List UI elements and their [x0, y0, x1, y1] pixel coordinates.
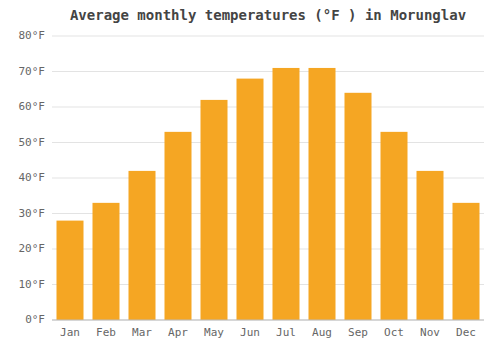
grid-line — [52, 320, 484, 321]
bar — [273, 68, 300, 320]
bar — [381, 132, 408, 320]
x-tick-label: Jul — [276, 326, 296, 339]
x-tick-label: Aug — [312, 326, 332, 339]
x-tick-label: Sep — [348, 326, 368, 339]
bar — [57, 221, 84, 320]
x-tick-label: Dec — [456, 326, 476, 339]
bar — [417, 171, 444, 320]
chart-container: 0°F 10°F 20°F 30°F 40°F 50°F 60°F 70°F 80°F Jan Fe… — [0, 0, 500, 350]
y-tick-label: 60°F — [19, 100, 46, 113]
x-tick-label: Oct — [384, 326, 404, 339]
y-tick-label: 20°F — [19, 242, 46, 255]
bar — [201, 100, 228, 320]
x-tick-label: Feb — [96, 326, 116, 339]
bar — [93, 203, 120, 320]
y-tick-label: 80°F — [19, 29, 46, 42]
x-tick-label: Mar — [132, 326, 152, 339]
grid-line — [52, 36, 484, 37]
bar — [165, 132, 192, 320]
chart-title: Average monthly temperatures (°F ) in Mo… — [70, 7, 466, 23]
x-axis-line — [52, 320, 484, 321]
bar — [453, 203, 480, 320]
bar — [309, 68, 336, 320]
grid-line — [52, 107, 484, 108]
chart-svg: 0°F 10°F 20°F 30°F 40°F 50°F 60°F 70°F 80°F Jan Fe… — [0, 0, 500, 350]
y-tick-label: 0°F — [25, 313, 45, 326]
x-tick-label: Apr — [168, 326, 188, 339]
grid-line — [52, 142, 484, 143]
y-tick-label: 30°F — [19, 207, 46, 220]
x-tick-label: Jan — [60, 326, 80, 339]
bars — [57, 68, 480, 320]
bar — [129, 171, 156, 320]
y-tick-label: 40°F — [19, 171, 46, 184]
y-tick-label: 50°F — [19, 136, 46, 149]
y-tick-labels: 0°F 10°F 20°F 30°F 40°F 50°F 60°F 70°F 80°F — [19, 29, 46, 326]
x-tick-label: May — [204, 326, 224, 339]
x-tick-label: Nov — [420, 326, 440, 339]
y-tick-label: 10°F — [19, 278, 46, 291]
y-grid — [52, 36, 484, 320]
grid-line — [52, 71, 484, 72]
y-tick-label: 70°F — [19, 65, 46, 78]
x-tick-labels: Jan Feb Mar Apr May Jun Jul Aug Sep Oct Nov Dec — [60, 326, 476, 339]
bar — [345, 93, 372, 320]
x-tick-label: Jun — [240, 326, 260, 339]
bar — [237, 79, 264, 320]
